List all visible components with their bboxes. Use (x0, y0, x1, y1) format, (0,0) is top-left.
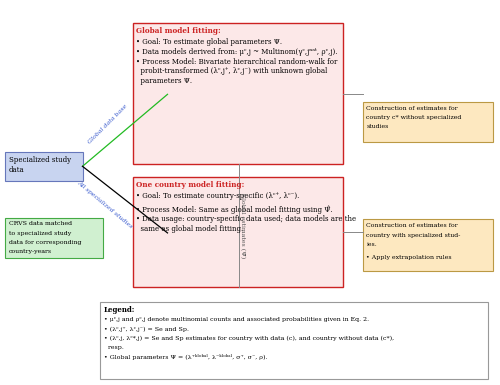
Text: CRVS data matched: CRVS data matched (9, 221, 72, 226)
Text: Global data base: Global data base (87, 104, 128, 144)
Text: country c* without specialized: country c* without specialized (366, 115, 462, 120)
Text: • Process Model: Bivariate hierarchical random-walk for: • Process Model: Bivariate hierarchical … (136, 57, 338, 65)
Text: • Goal: To estimate country-specific (λᶜ⁺, λᶜ⁻).: • Goal: To estimate country-specific (λᶜ… (136, 192, 300, 200)
Bar (100, 302, 487, 379)
Text: • μᶜ,j and ρᶜ,j denote multinomial counts and associated probabilities given in : • μᶜ,j and ρᶜ,j denote multinomial count… (104, 317, 369, 322)
Bar (132, 23, 342, 164)
Text: country-years: country-years (9, 249, 52, 254)
Text: Construction of estimates for: Construction of estimates for (366, 223, 458, 228)
Text: • Process Model: Same as global model fitting using Ψ̂.: • Process Model: Same as global model fi… (136, 206, 333, 214)
Text: Global model fitting:: Global model fitting: (136, 27, 221, 35)
Text: • Data usage: country-specific data used; data models are the: • Data usage: country-specific data used… (136, 215, 356, 223)
Text: Construction of estimates for: Construction of estimates for (366, 106, 458, 111)
Text: same as global model fitting.: same as global model fitting. (136, 225, 244, 233)
Bar (132, 177, 342, 287)
Text: • (λᶜ,j⁺, λᶜ,j⁻) = Se and Sp.: • (λᶜ,j⁺, λᶜ,j⁻) = Se and Sp. (104, 326, 189, 332)
Text: country with specialized stud-: country with specialized stud- (366, 233, 461, 238)
Bar (362, 102, 492, 142)
Text: data: data (9, 166, 25, 174)
Text: Specialized study: Specialized study (9, 156, 71, 164)
Text: • Goal: To estimate global parameters Ψ.: • Goal: To estimate global parameters Ψ. (136, 38, 282, 46)
Text: • (λᶜ,j, λᶜ*,j) = Se and Sp estimates for country with data (c), and country wit: • (λᶜ,j, λᶜ*,j) = Se and Sp estimates fo… (104, 336, 394, 341)
Text: parameters Ψ.: parameters Ψ. (136, 77, 192, 85)
Text: ies.: ies. (366, 242, 378, 247)
Text: resp.: resp. (104, 345, 124, 350)
Text: Legend:: Legend: (104, 306, 136, 314)
Bar (5, 152, 82, 181)
Text: probit-transformed (λᶜ,j⁺, λᶜ,j⁻) with unknown global: probit-transformed (λᶜ,j⁺, λᶜ,j⁻) with u… (136, 67, 328, 75)
Text: studies: studies (366, 124, 389, 129)
Text: • Data models derived from: μᶜ,j ~ Multinom(γᶜ,jⁿᵃᵗ, ρᶜ,j).: • Data models derived from: μᶜ,j ~ Multi… (136, 48, 338, 56)
Text: • Apply extrapolation rules: • Apply extrapolation rules (366, 255, 452, 260)
Text: All specialized studies: All specialized studies (76, 180, 134, 229)
Text: • Global parameters Ψ = (λ⁺ᵏˡᵒᵇᵃˡ, λ⁻ᵏˡᵒᵇᵃˡ, σ⁺, σ⁻, ρ).: • Global parameters Ψ = (λ⁺ᵏˡᵒᵇᵃˡ, λ⁻ᵏˡᵒ… (104, 354, 268, 360)
Text: Global estimates (Ψ̂): Global estimates (Ψ̂) (240, 192, 245, 258)
Bar (362, 219, 492, 271)
Bar (5, 218, 102, 258)
Text: One country model fitting:: One country model fitting: (136, 181, 245, 189)
Text: to specialized study: to specialized study (9, 231, 72, 236)
Text: data for corresponding: data for corresponding (9, 240, 82, 245)
